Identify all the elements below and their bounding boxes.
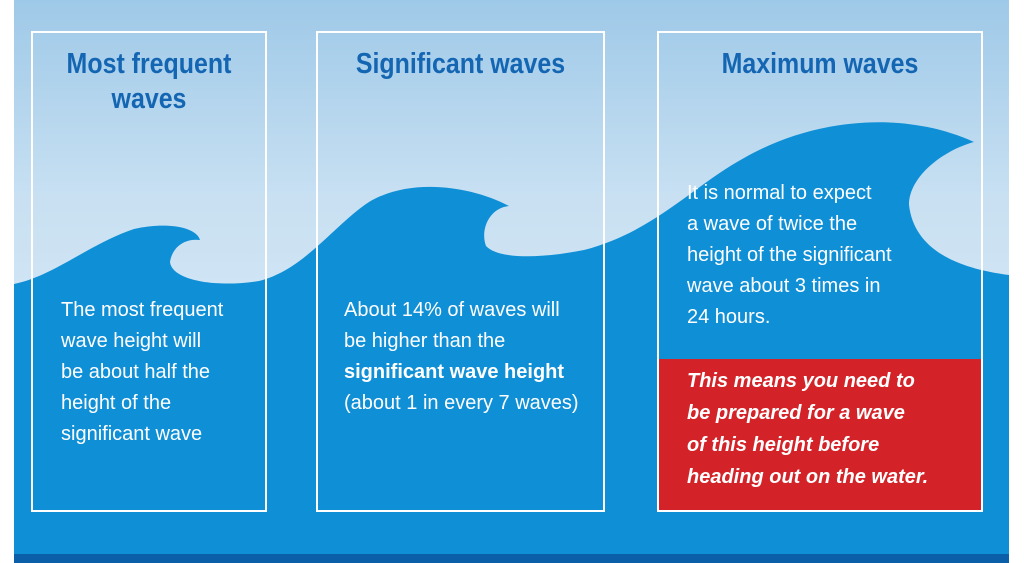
description-line: be about half the <box>61 361 211 383</box>
description-line: height of the significant <box>687 244 892 266</box>
panel-description: About 14% of waves will be higher than t… <box>344 295 604 419</box>
panel-maximum-waves: Maximum waves It is normal to expect a w… <box>657 31 983 512</box>
warning-line: be prepared for a wave <box>687 402 905 424</box>
description-line: wave height will <box>61 330 202 352</box>
panel-description: It is normal to expect a wave of twice t… <box>687 178 977 333</box>
warning-line: of this height before <box>687 434 880 456</box>
panel-most-frequent-waves: Most frequent waves The most frequent wa… <box>31 31 267 512</box>
panel-title: Significant waves <box>338 47 583 82</box>
description-line: 24 hours. <box>687 306 771 328</box>
description-line: a wave of twice the <box>687 213 858 235</box>
bottom-band <box>14 554 1009 563</box>
panel-title: Maximum waves <box>682 47 959 82</box>
title-line: Maximum waves <box>721 48 919 80</box>
panel-significant-waves: Significant waves About 14% of waves wil… <box>316 31 605 512</box>
description-line: (about 1 in every 7 waves) <box>344 392 579 414</box>
description-line: be higher than the <box>344 330 506 352</box>
wave-infographic: Most frequent waves The most frequent wa… <box>14 0 1009 563</box>
title-line: waves <box>111 83 187 115</box>
panel-title: Most frequent waves <box>49 47 249 117</box>
description-line: The most frequent <box>61 299 224 321</box>
description-line: About 14% of waves will <box>344 299 560 321</box>
warning-callout: This means you need to be prepared for a… <box>659 359 981 510</box>
description-line: It is normal to expect <box>687 182 872 204</box>
panel-description: The most frequent wave height will be ab… <box>61 295 271 450</box>
description-line: wave about 3 times in <box>687 275 881 297</box>
warning-line: This means you need to <box>687 370 915 392</box>
description-line: height of the <box>61 392 172 414</box>
description-line: significant wave <box>61 423 203 445</box>
warning-line: heading out on the water. <box>687 466 929 488</box>
description-emphasis: significant wave height <box>344 361 565 383</box>
title-line: Most frequent <box>66 48 232 80</box>
title-line: Significant waves <box>355 48 566 80</box>
